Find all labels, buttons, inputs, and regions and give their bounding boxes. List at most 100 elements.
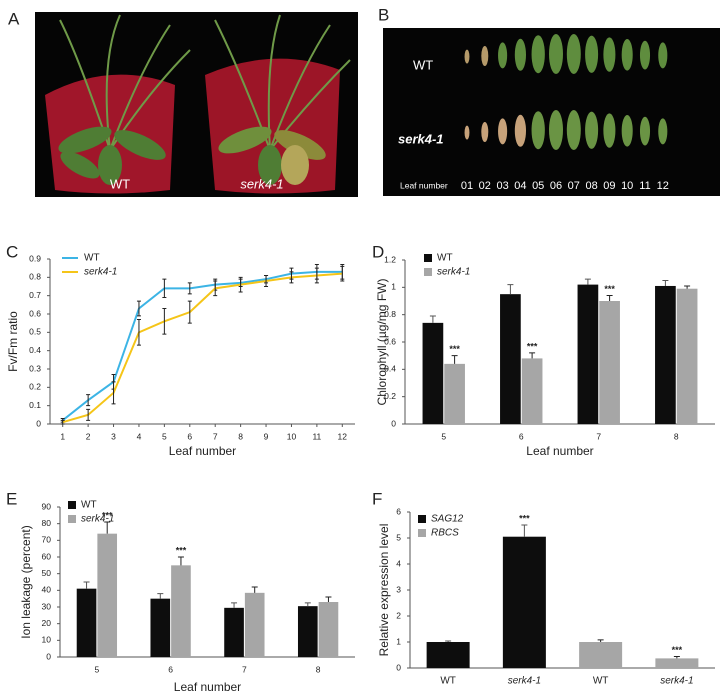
leaf-number: 09 [603,180,615,192]
bar [224,607,244,657]
leaf-number: 12 [657,180,669,192]
error-bar [584,278,591,285]
x-tick-label: serk4-1 [508,676,541,687]
bar [579,642,623,668]
x-tick-label: 11 [312,431,321,441]
chart: F 0 1 2 3 4 5 6 Relative expression level WT serk4… [372,489,715,687]
bar [502,536,546,668]
series-line [62,270,343,422]
y-tick-label: 50 [42,568,52,578]
significance: *** [449,344,460,354]
error-bar [187,282,192,295]
error-bar [136,300,141,317]
x-tick-label: serk4-1 [660,676,693,687]
legend-label: WT [84,253,100,264]
y-axis-label: Fv/Fm ratio [6,311,20,372]
bar [599,301,620,424]
series-line [62,272,343,424]
y-tick-label: 5 [396,532,401,542]
leaf-number: 01 [461,180,473,192]
bar [76,588,97,657]
error-bar [162,308,167,335]
y-tick-label: 70 [42,535,52,545]
y-tick-label: 1 [396,636,401,646]
y-tick-label: 0.4 [384,364,396,374]
y-tick-label: 2 [396,610,401,620]
x-tick-label: 10 [287,431,297,441]
x-tick-label: 7 [242,664,247,674]
y-tick-label: 20 [42,618,52,628]
y-tick-label: 1 [391,282,396,292]
leaf-number: 07 [568,180,580,192]
y-tick-label: 60 [42,551,52,561]
x-axis-label: Leaf number [526,444,593,458]
chart: D 0 0.2 0.4 0.6 0.8 1 1.2 Chlorophyll (µg/mg FW)… [372,242,715,458]
significance: *** [176,545,187,555]
x-tick-label: 7 [596,431,601,441]
leaf [639,40,651,70]
leaf [464,125,470,140]
y-tick-label: 0.6 [29,308,41,318]
y-tick-label: 0.8 [384,309,396,319]
x-tick-label: 6 [187,431,192,441]
x-tick-label: 4 [137,431,142,441]
y-tick-label: 0 [36,418,41,428]
significance: *** [527,341,538,351]
leaf-number: 06 [550,180,562,192]
legend-label: RBCS [431,528,459,539]
y-tick-label: 0.6 [384,336,396,346]
legend-label: WT [81,500,97,511]
y-tick-label: 4 [396,558,401,568]
x-tick-label: 7 [213,431,218,441]
bar [171,565,191,657]
significance: *** [519,513,530,523]
bar [244,592,265,657]
legend-label: WT [437,253,453,264]
error-bar [597,639,604,642]
leaf [498,118,508,145]
leaf [549,34,563,74]
y-tick-label: 0.9 [29,253,41,263]
panel-letter: E [6,489,17,508]
y-tick-label: 1.2 [384,254,396,264]
bar [521,358,543,424]
leaf [566,34,581,74]
y-tick-label: 90 [42,501,52,511]
error-bar [251,586,258,593]
photo-label: serk4-1 [240,176,283,191]
y-axis-label: Chlorophyll (µg/mg FW) [375,279,389,406]
bar [318,602,339,657]
legend-label: serk4-1 [437,267,470,278]
leaf [639,116,651,146]
error-bar [177,556,184,566]
y-tick-label: 0 [391,418,396,428]
panel-letter: D [372,242,384,261]
y-tick-label: 6 [396,506,401,516]
y-tick-label: 0.4 [29,345,41,355]
error-bar [83,581,90,589]
leaf [585,35,599,73]
significance: *** [102,510,113,520]
y-tick-label: 0.7 [29,290,41,300]
y-axis-label: Relative expression level [377,524,391,657]
leaf-number: 05 [532,180,544,192]
leaf-number: 08 [585,180,597,192]
x-axis-label: Leaf number [169,444,236,458]
legend-swatch [418,529,426,537]
legend-swatch [68,501,76,509]
bar [577,284,599,424]
y-tick-label: 0.8 [29,272,41,282]
leaf [514,38,527,71]
x-tick-label: WT [440,676,456,687]
x-tick-label: WT [593,676,609,687]
error-bar [429,315,436,323]
y-axis-label: Ion leakage (percent) [19,525,33,638]
legend-swatch [424,268,432,276]
y-tick-label: 3 [396,584,401,594]
legend-label: SAG12 [431,514,464,525]
y-tick-label: 30 [42,601,52,611]
leaf [498,42,508,69]
bar [655,285,676,424]
x-tick-label: 12 [338,431,348,441]
leaf-number: 03 [496,180,508,192]
